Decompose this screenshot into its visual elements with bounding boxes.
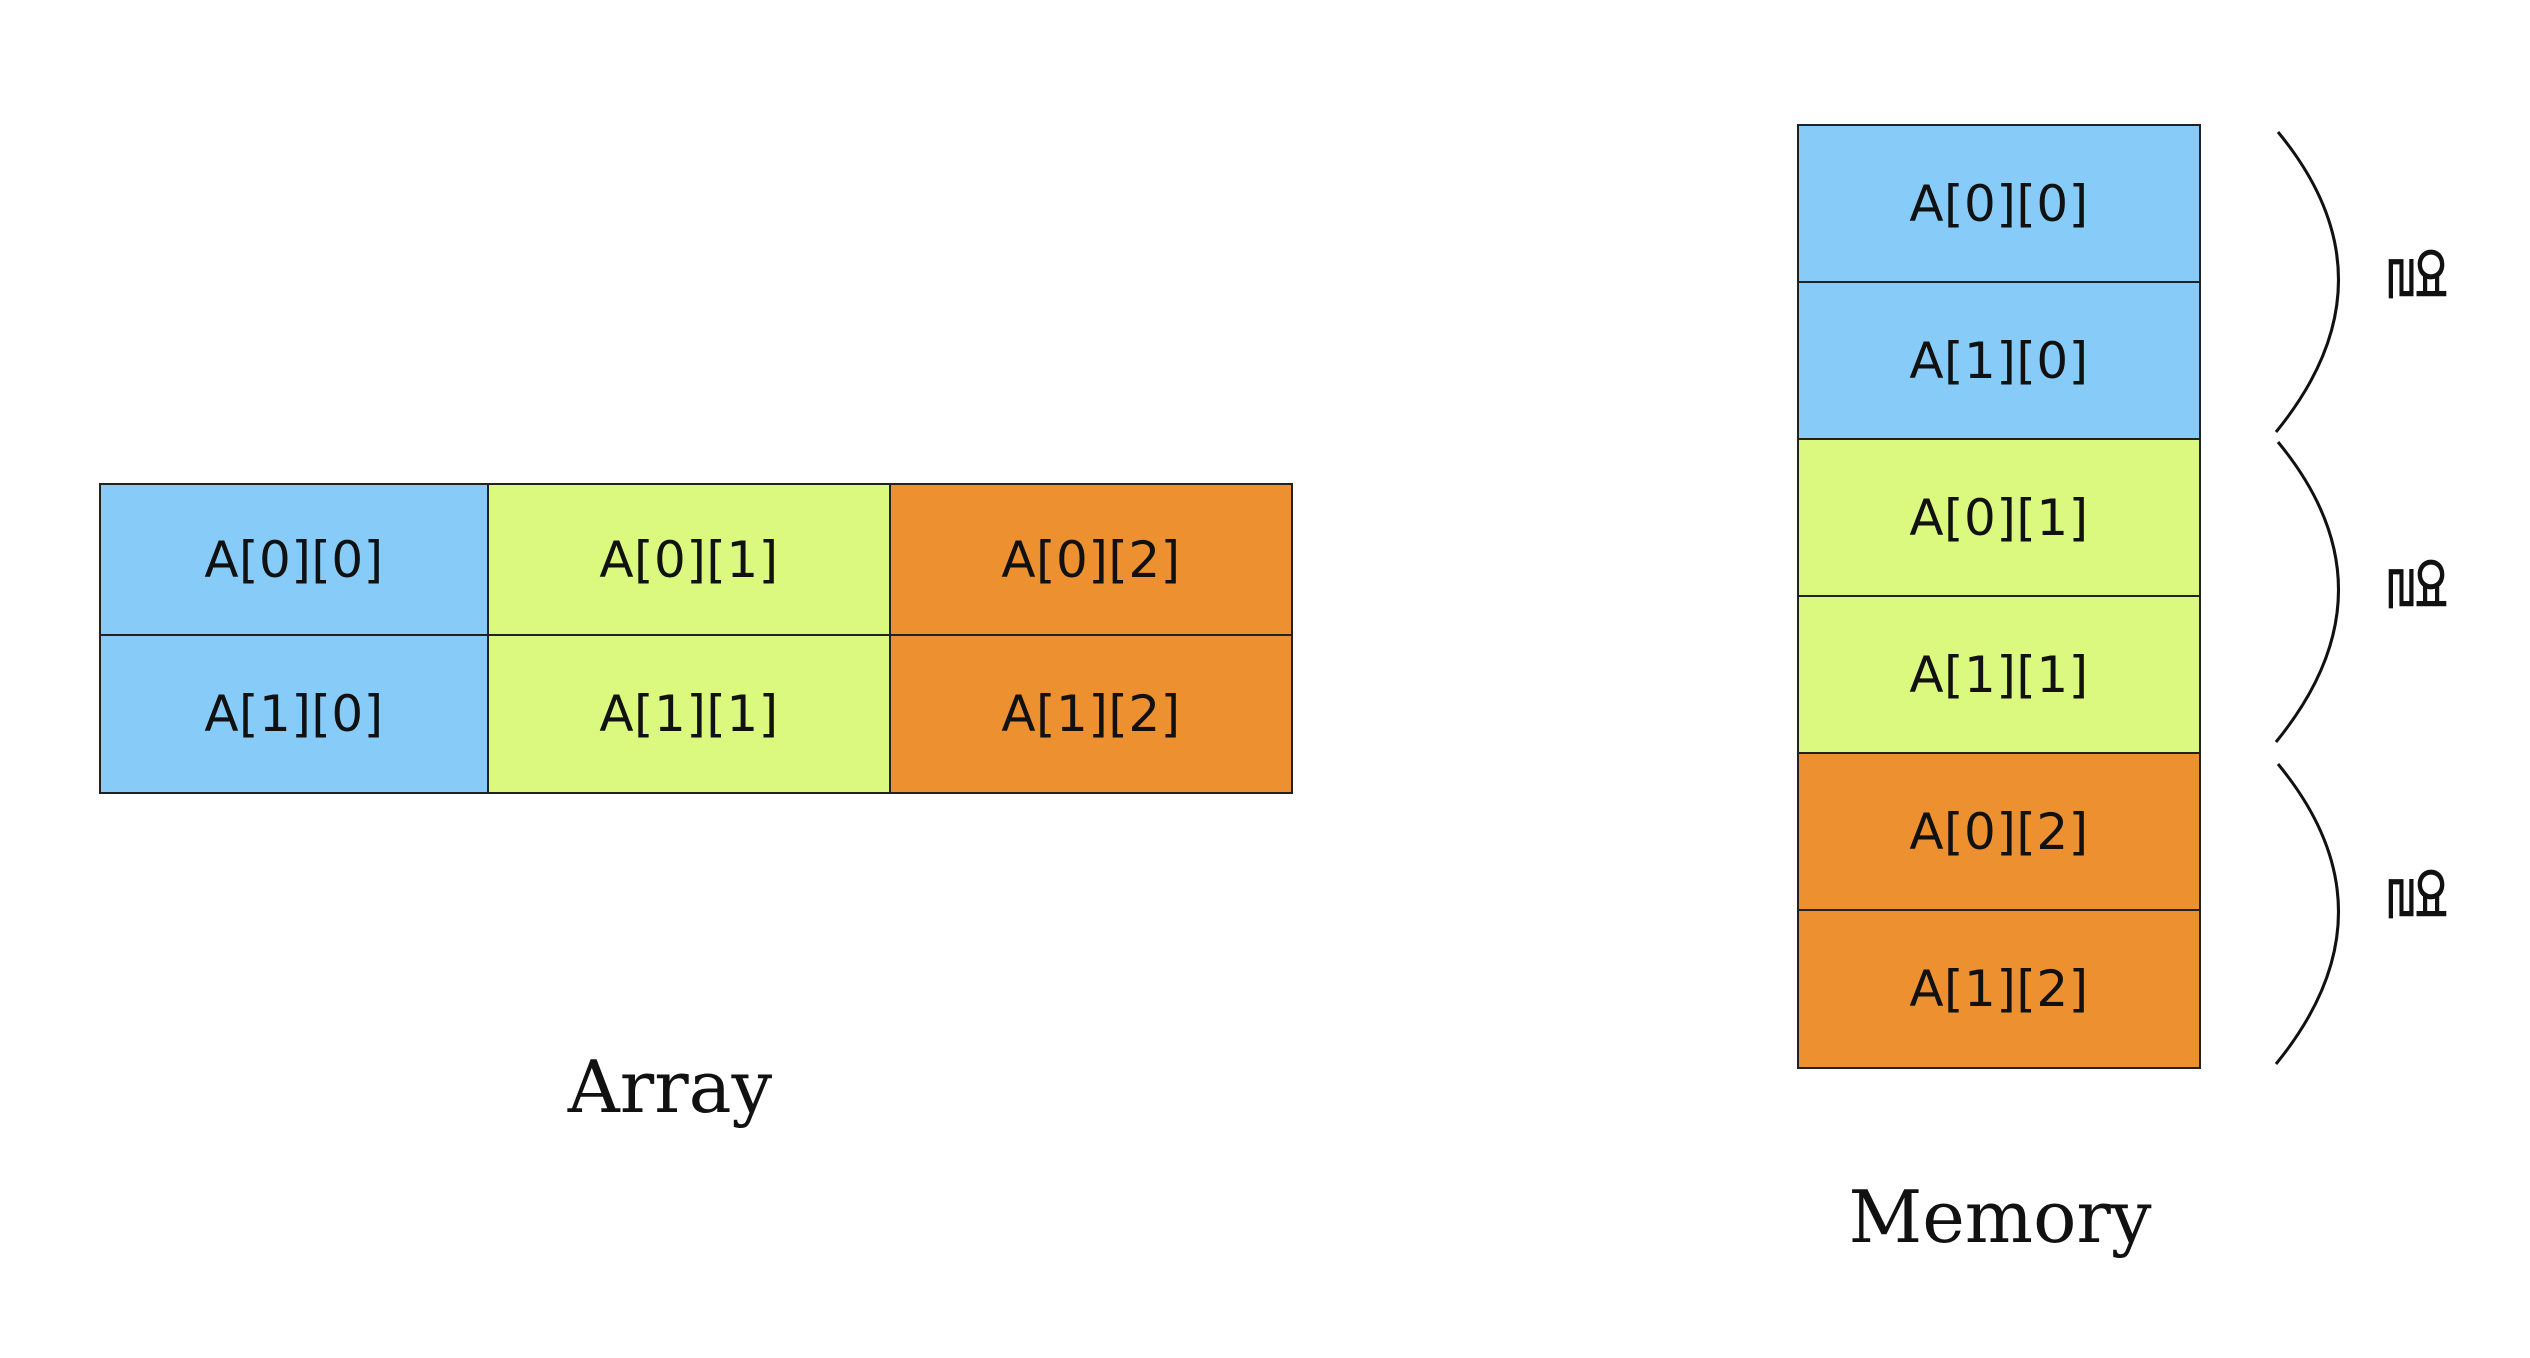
memory-cell-3: A[1][1]: [1797, 595, 2201, 754]
group-label-2: 열: [2377, 865, 2451, 925]
memory-cell-5: A[1][2]: [1797, 909, 2201, 1069]
memory-cell-1: A[1][0]: [1797, 281, 2201, 440]
memory-caption: Memory: [1848, 1175, 2152, 1259]
group-label-0: 열: [2377, 245, 2451, 305]
array-cell-0-0: A[0][0]: [99, 483, 489, 636]
brace-group-2: [2274, 763, 2340, 1065]
group-label-1: 열: [2377, 555, 2451, 615]
brace-group-1: [2274, 441, 2340, 743]
memory-cell-4: A[0][2]: [1797, 752, 2201, 911]
array-cell-1-2: A[1][2]: [889, 634, 1293, 794]
array-cell-1-0: A[1][0]: [99, 634, 489, 794]
memory-cell-0: A[0][0]: [1797, 124, 2201, 283]
array-caption: Array: [567, 1045, 773, 1129]
brace-group-0: [2274, 131, 2340, 433]
memory-cell-2: A[0][1]: [1797, 438, 2201, 597]
array-cell-0-2: A[0][2]: [889, 483, 1293, 636]
array-cell-1-1: A[1][1]: [487, 634, 891, 794]
